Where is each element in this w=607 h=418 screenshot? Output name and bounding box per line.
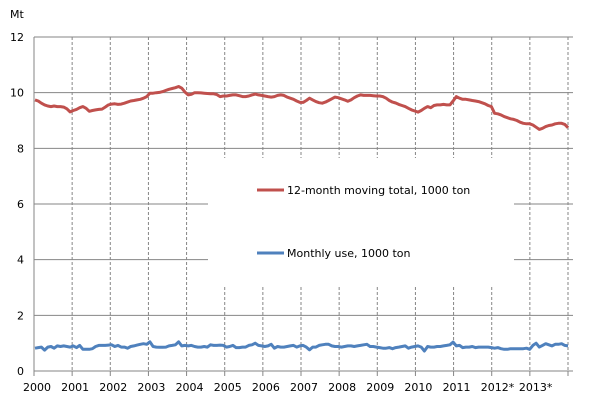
- x-tick-label: 2003: [137, 381, 165, 394]
- legend-item-monthly-use: Monthly use, 1000 ton: [257, 247, 411, 260]
- x-tick-label: 2007: [290, 381, 318, 394]
- series-line-moving-total: [34, 85, 570, 131]
- x-tick-label: 2012*: [481, 381, 515, 394]
- x-tick-label: 2006: [252, 381, 280, 394]
- legend-label-monthly-use: Monthly use, 1000 ton: [287, 247, 411, 260]
- y-tick-label: 8: [17, 142, 24, 155]
- x-tick-label: 2010: [404, 381, 432, 394]
- x-tick-label: 2009: [366, 381, 394, 394]
- x-tick-label: 2005: [214, 381, 242, 394]
- x-tick-label: 2004: [176, 381, 204, 394]
- legend-label-moving-total: 12-month moving total, 1000 ton: [287, 184, 470, 197]
- x-tick-label: 2008: [328, 381, 356, 394]
- x-tick-labels: 2000 2001 2002 2003 2004 2005 2006 2007 2008 2009…: [23, 381, 553, 394]
- y-tick-label: 0: [17, 365, 24, 378]
- series-line-monthly-use: [34, 340, 569, 353]
- x-tick-label: 2002: [99, 381, 127, 394]
- x-tick-label: 2001: [61, 381, 89, 394]
- y-tick-labels: 0 2 4 6 8 10 12: [10, 31, 24, 378]
- x-tick-label: 2013*: [519, 381, 553, 394]
- y-tick-label: 2: [17, 309, 24, 322]
- legend-item-moving-total: 12-month moving total, 1000 ton: [257, 184, 470, 197]
- x-tick-label: 2011: [443, 381, 471, 394]
- x-tick-label: 2000: [23, 381, 51, 394]
- axes: [33, 37, 573, 376]
- y-axis-unit-label: Mt: [10, 8, 24, 21]
- y-tick-label: 12: [10, 31, 24, 44]
- y-tick-label: 10: [10, 87, 24, 100]
- series-lines: [34, 85, 570, 353]
- y-tick-label: 4: [17, 254, 24, 267]
- legend-background: [208, 158, 514, 285]
- legend: 12-month moving total, 1000 ton Monthly …: [257, 184, 470, 260]
- y-tick-label: 6: [17, 198, 24, 211]
